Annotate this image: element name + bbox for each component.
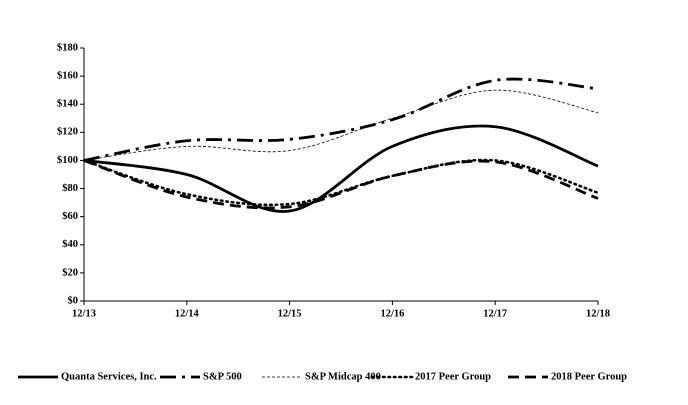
x-tick-label: 12/17 [483,308,507,319]
series-line [83,77,599,162]
y-tick-label: $180 [57,42,78,53]
y-tick-label: $20 [62,267,78,278]
x-tick-label: 12/16 [380,308,404,319]
y-tick-label: $140 [57,99,78,110]
x-tick-label: 12/18 [586,308,610,319]
y-tick-label: $60 [62,211,78,222]
legend-label: 2018 Peer Group [551,371,627,382]
series-line [82,158,600,207]
x-tick-label: 12/13 [72,308,96,319]
legend-label: S&P Midcap 400 [305,371,381,382]
legend-label: 2017 Peer Group [415,371,491,382]
legend-label: Quanta Services, Inc. [61,371,157,382]
series-line [83,89,599,161]
y-tick-label: $120 [57,127,78,138]
y-tick-label: $80 [62,183,78,194]
legend-label: S&P 500 [203,371,242,382]
series-line [83,124,599,213]
series-line [83,159,599,210]
x-tick-label: 12/14 [175,308,200,319]
y-tick-label: $160 [57,71,78,82]
y-tick-label: $40 [62,239,78,250]
y-tick-label: $0 [68,295,79,306]
x-tick-label: 12/15 [278,308,302,319]
y-tick-label: $100 [57,155,78,166]
